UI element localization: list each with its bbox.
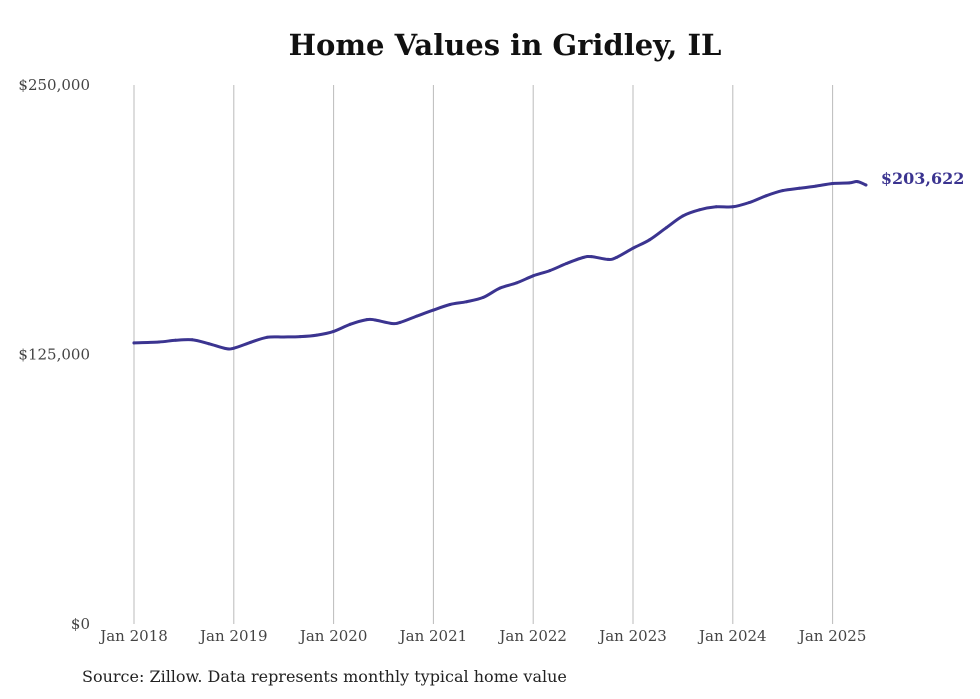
data-point bbox=[589, 255, 593, 259]
x-tick-label: Jan 2025 bbox=[797, 627, 867, 645]
data-point bbox=[581, 256, 585, 259]
x-tick-label: Jan 2022 bbox=[497, 627, 567, 645]
x-axis-ticks: Jan 2018 Jan 2019 Jan 2020 Jan 2021 Jan 2022… bbox=[98, 627, 866, 645]
data-point bbox=[814, 184, 818, 188]
data-point bbox=[448, 303, 452, 306]
y-tick-label: $125,000 bbox=[18, 346, 90, 364]
y-tick-label: $0 bbox=[71, 615, 90, 633]
data-point bbox=[298, 335, 302, 339]
data-point bbox=[248, 340, 252, 344]
data-point bbox=[664, 226, 668, 230]
data-point bbox=[348, 322, 352, 326]
data-point bbox=[224, 347, 227, 350]
data-point bbox=[481, 295, 485, 299]
data-point bbox=[373, 318, 377, 322]
x-tick-label: Jan 2018 bbox=[98, 627, 168, 645]
data-point bbox=[390, 322, 394, 325]
data-point bbox=[515, 281, 519, 285]
data-point bbox=[797, 186, 801, 190]
x-tick-label: Jan 2020 bbox=[298, 627, 368, 645]
last-value-label: $203,622 bbox=[881, 169, 965, 188]
data-point bbox=[681, 214, 685, 218]
data-point bbox=[714, 205, 718, 209]
data-point bbox=[157, 340, 161, 344]
data-point bbox=[781, 189, 785, 193]
chart-title: Home Values in Gridley, IL bbox=[288, 28, 722, 62]
x-tick-label: Jan 2019 bbox=[198, 627, 268, 645]
x-tick-label: Jan 2021 bbox=[398, 627, 468, 645]
data-point bbox=[332, 329, 336, 333]
data-point bbox=[282, 335, 286, 339]
data-point bbox=[648, 238, 652, 242]
data-point bbox=[731, 205, 735, 209]
home-value-line bbox=[132, 180, 868, 351]
series-layer bbox=[132, 180, 868, 351]
data-point bbox=[548, 269, 552, 273]
data-point bbox=[315, 333, 319, 337]
data-point bbox=[365, 318, 369, 322]
x-tick-label: Jan 2024 bbox=[697, 627, 767, 645]
y-tick-label: $250,000 bbox=[18, 76, 90, 94]
data-point bbox=[232, 346, 236, 350]
data-point bbox=[465, 300, 469, 304]
data-point bbox=[431, 308, 435, 312]
data-point bbox=[747, 201, 751, 204]
data-point bbox=[606, 257, 610, 261]
data-point bbox=[498, 286, 502, 290]
data-point bbox=[631, 246, 635, 250]
x-tick-label: Jan 2023 bbox=[597, 627, 667, 645]
data-point bbox=[190, 338, 194, 342]
source-note: Source: Zillow. Data represents monthly … bbox=[82, 667, 567, 686]
data-point bbox=[831, 182, 835, 185]
data-point bbox=[614, 256, 618, 259]
data-point bbox=[698, 208, 701, 212]
data-point bbox=[764, 194, 768, 198]
grid-lines bbox=[133, 85, 834, 624]
data-point bbox=[565, 262, 568, 265]
data-point bbox=[415, 314, 419, 318]
data-point bbox=[174, 338, 178, 342]
data-point bbox=[531, 274, 535, 278]
data-point bbox=[207, 342, 211, 346]
data-point bbox=[864, 183, 868, 187]
data-point bbox=[856, 180, 859, 184]
data-point bbox=[847, 181, 851, 185]
data-point bbox=[265, 335, 269, 339]
data-point bbox=[132, 341, 136, 345]
data-point bbox=[398, 320, 402, 324]
y-axis-ticks: $0 $125,000 $250,000 bbox=[18, 76, 90, 633]
